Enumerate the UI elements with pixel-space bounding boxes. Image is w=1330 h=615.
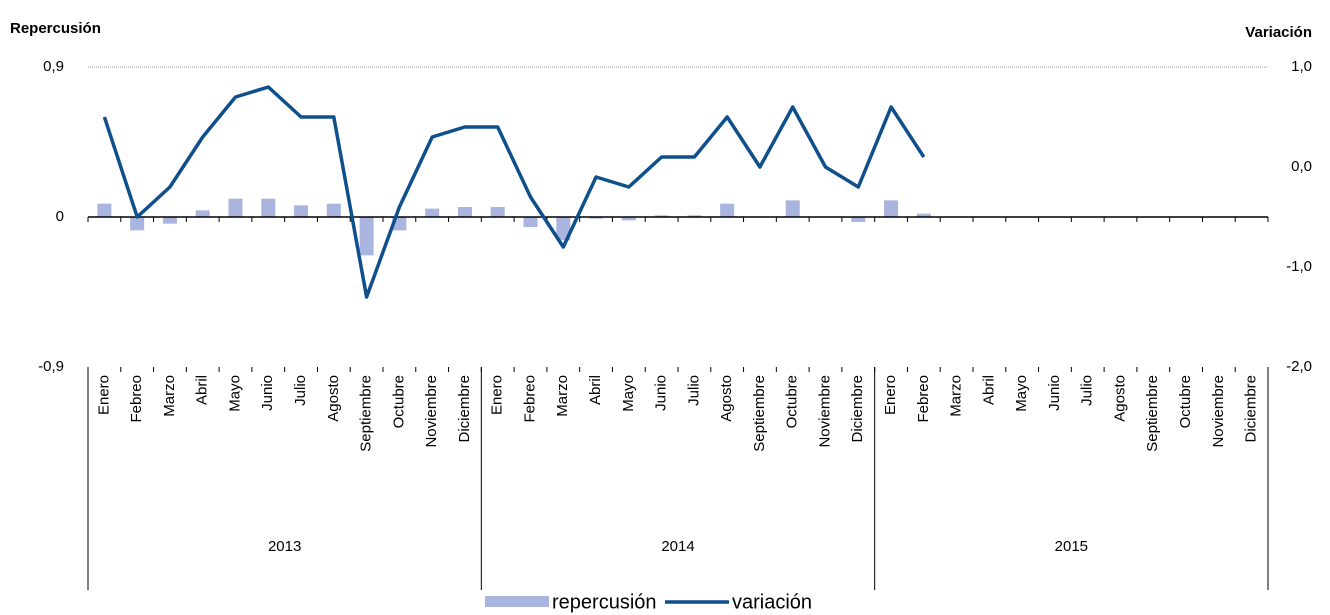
line	[102, 85, 926, 299]
bar	[261, 198, 276, 217]
x-tick-label: Julio	[292, 375, 309, 406]
bar	[916, 213, 931, 217]
x-tick-label: Enero	[489, 375, 506, 415]
x-tick-label: Diciembre	[849, 375, 866, 443]
bar	[720, 203, 735, 217]
year-label: 2014	[661, 538, 694, 555]
bar	[687, 215, 702, 217]
bar	[425, 208, 440, 217]
bar	[97, 203, 112, 217]
bar	[359, 217, 374, 256]
x-tick-label: Marzo	[554, 375, 571, 417]
x-tick-label: Diciembre	[1243, 375, 1260, 443]
x-tick-label: Febreo	[521, 375, 538, 423]
x-tick-label: Agosto	[1111, 375, 1128, 422]
x-tick-label: Enero	[882, 375, 899, 415]
bar	[589, 217, 604, 219]
legend-label: variación	[732, 591, 812, 613]
x-tick-label: Febreo	[128, 375, 145, 423]
y-tick-label: -0,9	[38, 358, 64, 375]
bar	[457, 207, 472, 217]
legend-label: repercusión	[552, 591, 657, 613]
y2-tick-label: -2,0	[1286, 358, 1312, 375]
y2-tick-label: 1,0	[1291, 58, 1312, 75]
legend-swatch	[485, 596, 549, 607]
x-tick-label: Marzo	[948, 375, 965, 417]
x-tick-label: Octubre	[1177, 375, 1194, 428]
bar	[326, 203, 341, 217]
x-tick-label: Diciembre	[456, 375, 473, 443]
x-tick-label: Julio	[685, 375, 702, 406]
x-tick-label: Octubre	[390, 375, 407, 428]
x-tick-label: Julio	[1079, 375, 1096, 406]
bar	[162, 217, 177, 224]
x-tick-label: Enero	[95, 375, 112, 415]
bar	[228, 198, 243, 217]
x-tick-label: Abril	[587, 375, 604, 405]
x-tick-label: Junio	[259, 375, 276, 411]
y-tick-label: 0	[56, 208, 64, 225]
bar	[621, 217, 636, 221]
year-label: 2013	[268, 538, 301, 555]
bar	[130, 217, 145, 231]
x-tick-label: Septiembre	[1144, 375, 1161, 452]
x-tick-label: Septiembre	[358, 375, 375, 452]
y2-tick-label: -1,0	[1286, 258, 1312, 275]
x-tick-label: Agosto	[325, 375, 342, 422]
x-tick-label: Noviembre	[1210, 375, 1227, 448]
bar	[490, 207, 505, 217]
x-tick-label: Mayo	[226, 375, 243, 412]
bar	[884, 200, 899, 217]
x-tick-label: Junio	[1046, 375, 1063, 411]
x-tick-label: Noviembre	[816, 375, 833, 448]
bar	[556, 217, 571, 241]
bar	[654, 215, 669, 217]
x-tick-label: Agosto	[718, 375, 735, 422]
y-tick-label: 0,9	[43, 58, 64, 75]
x-tick-label: Octubre	[784, 375, 801, 428]
x-tick-label: Septiembre	[751, 375, 768, 452]
y2-axis-title: Variación	[1245, 24, 1312, 41]
year-label: 2015	[1055, 538, 1088, 555]
x-tick-label: Mayo	[620, 375, 637, 412]
y-axis-title: Repercusión	[10, 20, 101, 37]
bar	[523, 217, 538, 227]
x-tick-label: Noviembre	[423, 375, 440, 448]
bar	[851, 217, 866, 222]
x-tick-label: Marzo	[161, 375, 178, 417]
bar	[195, 210, 210, 217]
x-tick-label: Junio	[653, 375, 670, 411]
x-tick-label: Abril	[980, 375, 997, 405]
x-tick-label: Mayo	[1013, 375, 1030, 412]
bar	[785, 200, 800, 217]
bar	[294, 205, 309, 217]
y2-tick-label: 0,0	[1291, 158, 1312, 175]
x-tick-label: Abril	[194, 375, 211, 405]
x-tick-label: Febreo	[915, 375, 932, 423]
